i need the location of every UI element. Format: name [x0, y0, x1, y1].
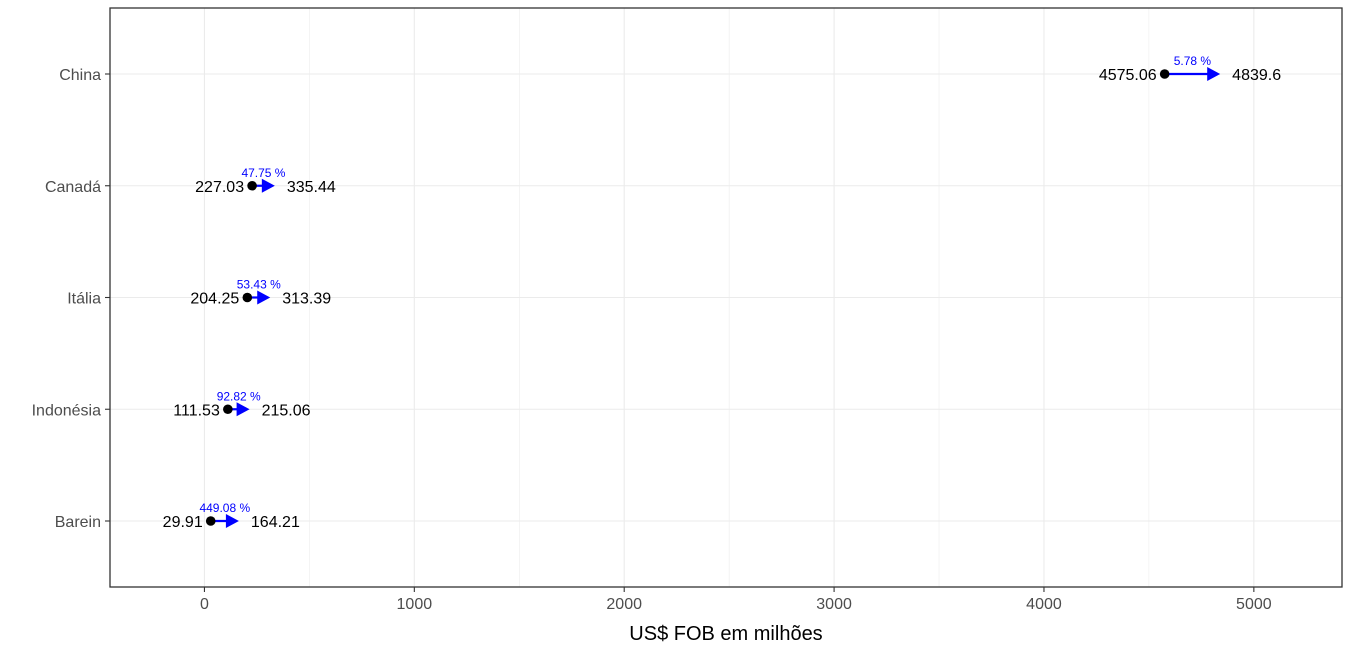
grid-lines — [110, 8, 1342, 587]
end-value-label: 335.44 — [287, 179, 336, 196]
start-point — [242, 292, 253, 303]
change-arrow-head — [1207, 67, 1221, 81]
end-value-label: 313.39 — [282, 291, 331, 308]
row-China: 4575.06 4839.6 5.78 % — [1099, 54, 1281, 84]
start-value-label: 4575.06 — [1099, 67, 1157, 84]
y-tick-label: Indonésia — [32, 402, 101, 419]
end-value-label: 164.21 — [251, 514, 300, 531]
start-point — [223, 404, 233, 415]
pct-change-label: 5.78 % — [1174, 54, 1212, 68]
pct-change-label: 449.08 % — [199, 501, 250, 515]
panel-border — [109, 7, 1343, 588]
change-arrow-head — [257, 290, 271, 305]
y-tick-label: Barein — [55, 514, 101, 531]
start-value-label: 227.03 — [195, 179, 244, 196]
y-tick-label: Itália — [67, 291, 101, 308]
start-point — [205, 516, 216, 526]
x-axis-title: US$ FOB em milhões — [629, 623, 822, 645]
start-point — [1159, 69, 1170, 79]
x-tick-label: 3000 — [816, 596, 852, 613]
x-tick-label: 0 — [200, 596, 209, 613]
start-point — [247, 180, 257, 191]
y-tick-label: China — [59, 67, 101, 84]
pct-change-label: 53.43 % — [237, 278, 281, 292]
x-tick-label: 1000 — [397, 596, 433, 613]
end-value-label: 215.06 — [262, 402, 311, 419]
start-value-label: 204.25 — [190, 291, 239, 308]
pct-change-label: 47.75 % — [241, 166, 285, 180]
y-axis-ticks: China Canadá Itália Indonésia Barein — [32, 67, 110, 531]
change-arrow-head — [236, 402, 250, 417]
x-axis-ticks: 0 1000 2000 3000 4000 5000 — [200, 587, 1272, 613]
start-value-label: 111.53 — [173, 402, 220, 419]
x-tick-label: 2000 — [606, 596, 642, 613]
x-tick-label: 4000 — [1026, 596, 1062, 613]
x-tick-label: 5000 — [1236, 596, 1272, 613]
start-value-label: 29.91 — [163, 514, 203, 531]
y-tick-label: Canadá — [45, 179, 101, 196]
change-arrow-head — [261, 178, 275, 193]
end-value-label: 4839.6 — [1232, 67, 1281, 84]
pct-change-label: 92.82 % — [217, 389, 261, 403]
change-arrow-head — [225, 514, 239, 528]
